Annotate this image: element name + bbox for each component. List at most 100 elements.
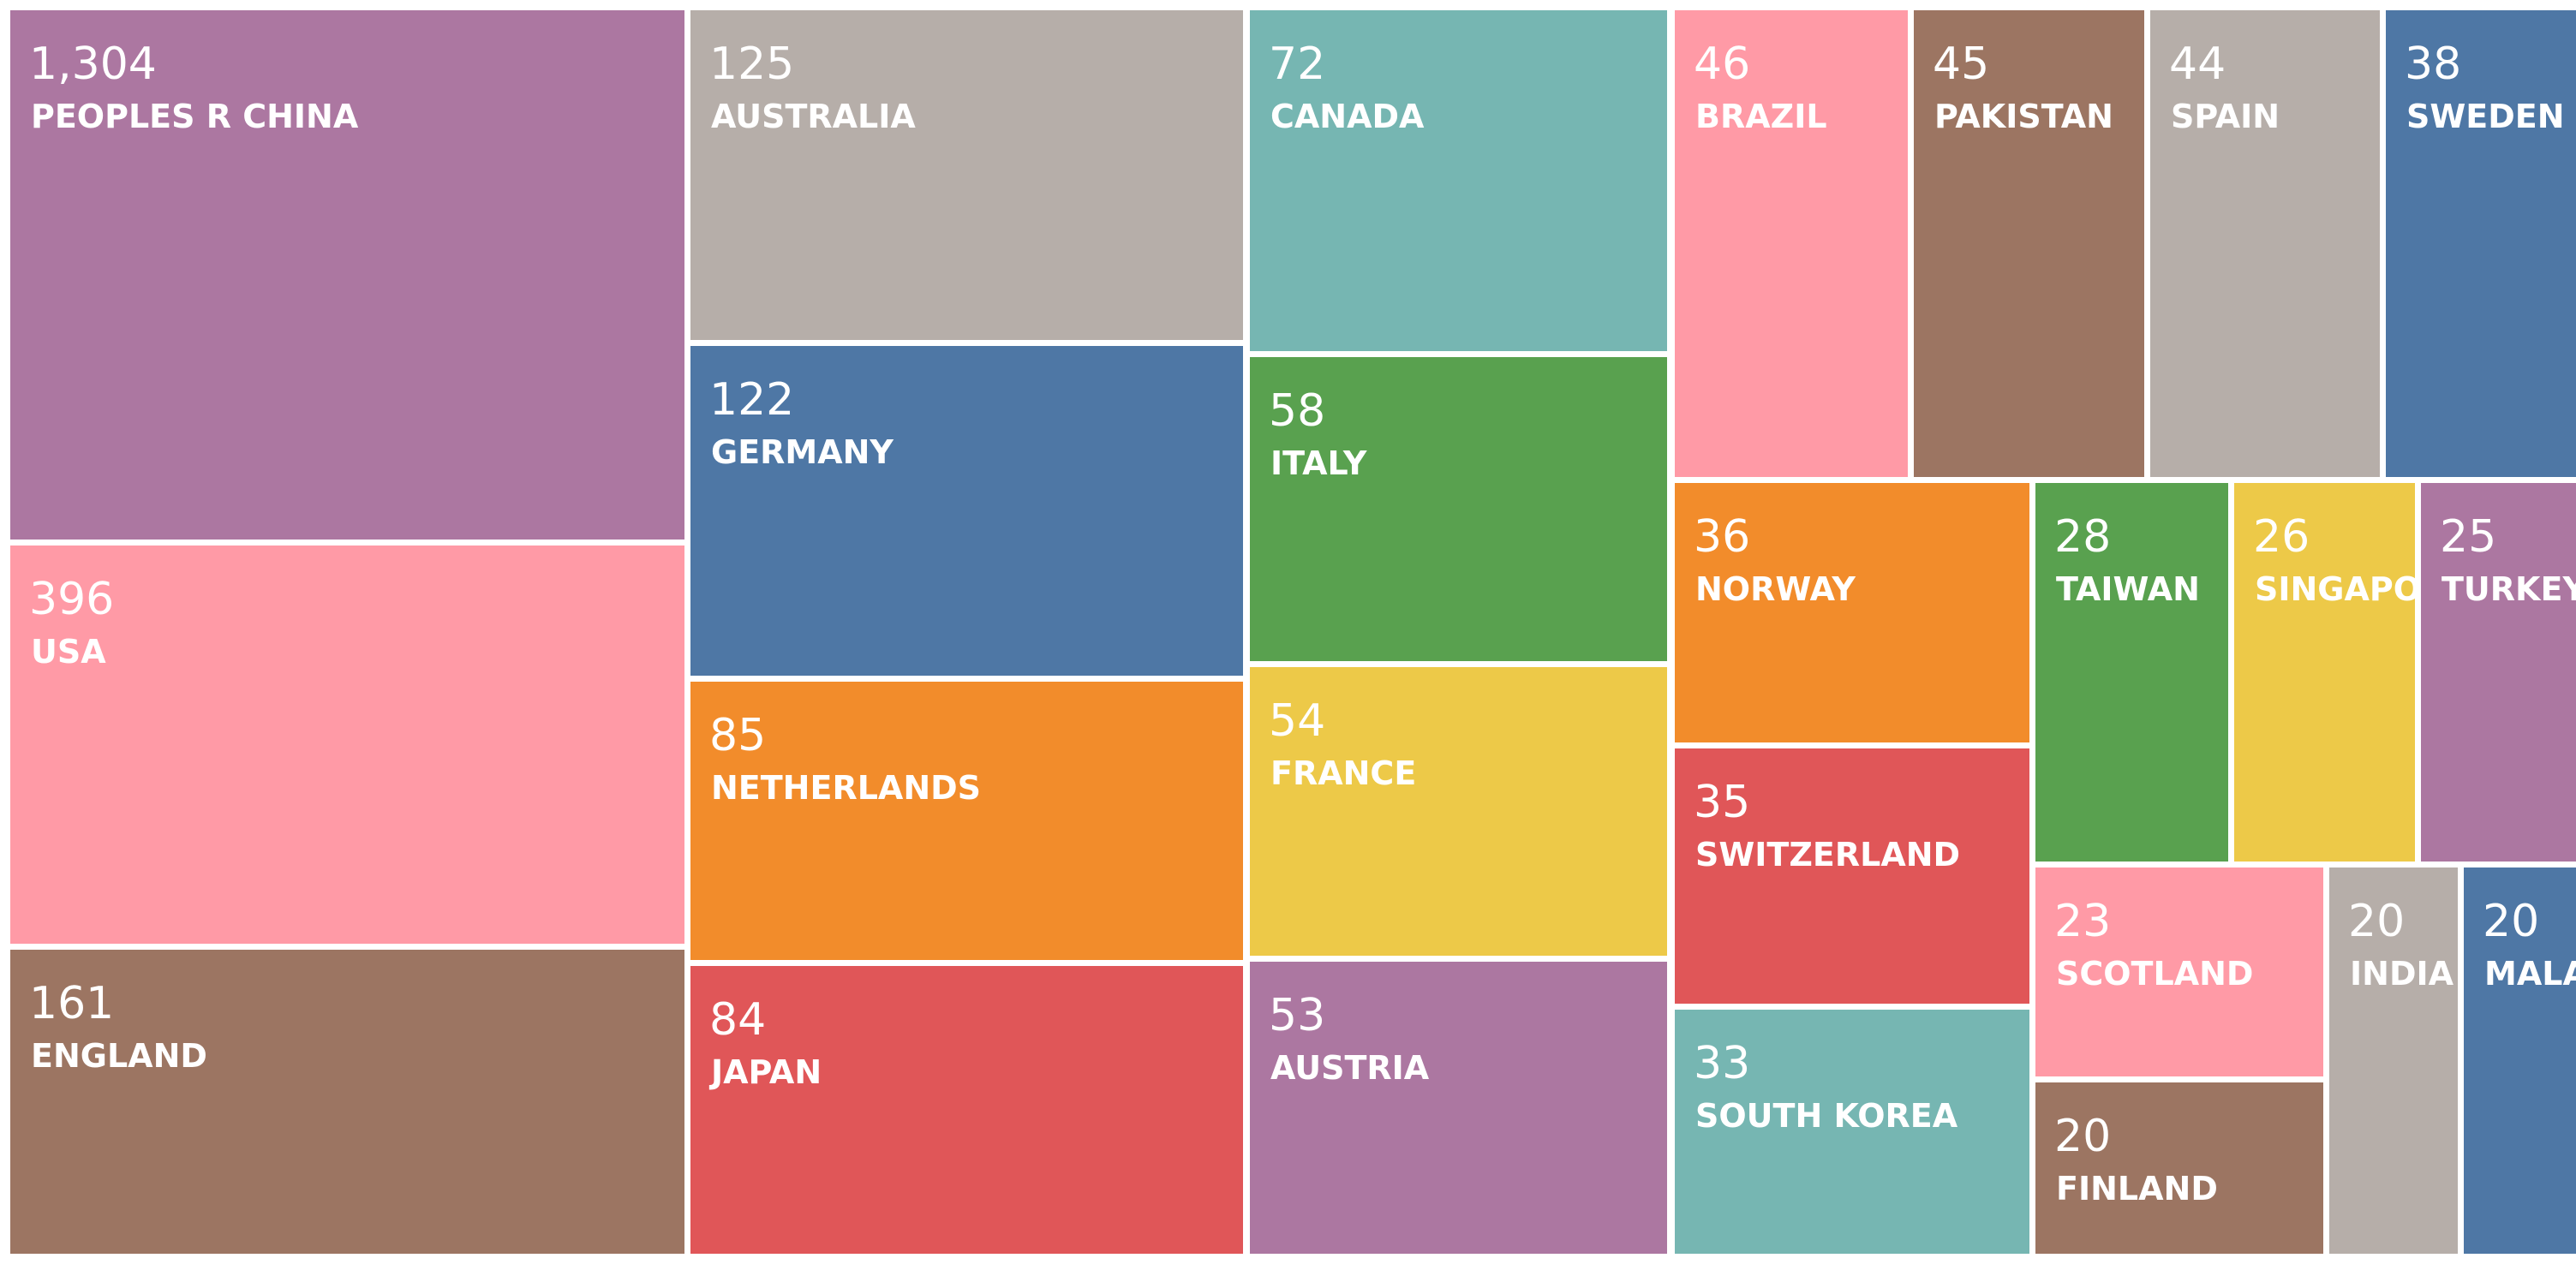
treemap-rect-turkey: [2421, 483, 2576, 862]
treemap-rect-taiwan: [2035, 483, 2228, 862]
treemap-rect-england: [10, 950, 684, 1254]
category-label-south-korea: SOUTH KOREA: [1695, 1097, 1958, 1135]
treemap-cell-spain: 44 SPAIN: [2150, 10, 2380, 477]
value-label-norway: 36: [1694, 511, 1750, 563]
treemap-rect-usa: [10, 546, 684, 944]
value-label-pakistan: 45: [1933, 39, 1989, 90]
category-label-brazil: BRAZIL: [1695, 98, 1827, 135]
category-label-taiwan: TAIWAN: [2056, 570, 2200, 608]
treemap-rect-spain: [2150, 10, 2380, 477]
treemap-rect-japan: [690, 966, 1243, 1254]
treemap-cell-canada: 72 CANADA: [1250, 10, 1667, 351]
value-label-france: 54: [1269, 695, 1325, 747]
treemap-cell-taiwan: 28 TAIWAN: [2035, 483, 2228, 862]
value-label-singapore: 26: [2253, 511, 2310, 563]
category-label-singapore: SINGAPORE: [2255, 570, 2468, 608]
category-label-switzerland: SWITZERLAND: [1695, 836, 1960, 873]
category-label-pakistan: PAKISTAN: [1934, 98, 2113, 135]
treemap-rect-pakistan: [1914, 10, 2144, 477]
treemap-rect-australia: [690, 10, 1243, 340]
value-label-switzerland: 35: [1694, 777, 1750, 828]
category-label-canada: CANADA: [1270, 98, 1425, 135]
value-label-india: 20: [2348, 896, 2405, 947]
category-label-sweden: SWEDEN: [2406, 98, 2565, 135]
treemap-cell-switzerland: 35 SWITZERLAND: [1675, 748, 2029, 1004]
category-label-netherlands: NETHERLANDS: [711, 769, 981, 807]
value-label-peoples-r-china: 1,304: [29, 39, 157, 90]
treemap-cell-australia: 125 AUSTRALIA: [690, 10, 1243, 340]
value-label-australia: 125: [709, 39, 794, 90]
treemap-rect-peoples-r-china: [10, 10, 684, 540]
value-label-japan: 84: [709, 994, 766, 1046]
value-label-usa: 396: [29, 574, 114, 625]
treemap-cell-sweden: 38 SWEDEN: [2386, 10, 2576, 477]
value-label-taiwan: 28: [2054, 511, 2111, 563]
category-label-norway: NORWAY: [1695, 570, 1856, 608]
value-label-canada: 72: [1269, 39, 1325, 90]
value-label-malaysia: 20: [2483, 896, 2539, 947]
value-label-italy: 58: [1269, 385, 1325, 437]
treemap-cell-netherlands: 85 NETHERLANDS: [690, 682, 1243, 960]
treemap-cell-austria: 53 AUSTRIA: [1250, 962, 1667, 1254]
treemap-cell-brazil: 46 BRAZIL: [1675, 10, 1908, 477]
treemap-rect-italy: [1250, 357, 1667, 661]
treemap-cell-turkey: 25 TURKEY: [2421, 483, 2576, 862]
category-label-peoples-r-china: PEOPLES R CHINA: [31, 98, 359, 135]
category-label-malaysia: MALAYSIA: [2484, 955, 2576, 993]
category-label-england: ENGLAND: [31, 1037, 207, 1075]
treemap-rect-switzerland: [1675, 748, 2029, 1004]
treemap-cell-italy: 58 ITALY: [1250, 357, 1667, 661]
treemap-cell-japan: 84 JAPAN: [690, 966, 1243, 1254]
category-label-australia: AUSTRALIA: [711, 98, 916, 135]
treemap-rect-india: [2329, 868, 2458, 1254]
category-label-turkey: TURKEY: [2442, 570, 2576, 608]
value-label-germany: 122: [709, 374, 794, 426]
treemap-rect-austria: [1250, 962, 1667, 1254]
treemap-cell-norway: 36 NORWAY: [1675, 483, 2029, 742]
category-label-austria: AUSTRIA: [1270, 1049, 1430, 1087]
treemap-rect-germany: [690, 346, 1243, 676]
value-label-finland: 20: [2054, 1111, 2111, 1162]
value-label-south-korea: 33: [1694, 1038, 1750, 1089]
category-label-italy: ITALY: [1270, 444, 1367, 482]
treemap-rect-scotland: [2035, 868, 2323, 1076]
treemap-cell-singapore: 26 SINGAPORE: [2234, 483, 2468, 862]
treemap-rect-norway: [1675, 483, 2029, 742]
treemap-rect-finland: [2035, 1082, 2323, 1254]
category-label-spain: SPAIN: [2171, 98, 2280, 135]
value-label-spain: 44: [2169, 39, 2226, 90]
value-label-turkey: 25: [2440, 511, 2496, 563]
category-label-usa: USA: [31, 633, 106, 671]
category-label-germany: GERMANY: [711, 433, 894, 471]
treemap-cell-pakistan: 45 PAKISTAN: [1914, 10, 2144, 477]
treemap-rect-france: [1250, 667, 1667, 956]
treemap-rect-canada: [1250, 10, 1667, 351]
treemap-rect-netherlands: [690, 682, 1243, 960]
category-label-india: INDIA: [2350, 955, 2454, 993]
treemap-rect-south-korea: [1675, 1010, 2029, 1254]
treemap-cell-england: 161 ENGLAND: [10, 950, 684, 1254]
treemap-cell-germany: 122 GERMANY: [690, 346, 1243, 676]
value-label-england: 161: [29, 978, 114, 1029]
treemap-rect-sweden: [2386, 10, 2576, 477]
treemap-cell-india: 20 INDIA: [2329, 868, 2458, 1254]
treemap-cell-france: 54 FRANCE: [1250, 667, 1667, 956]
value-label-sweden: 38: [2405, 39, 2461, 90]
treemap-cell-usa: 396 USA: [10, 546, 684, 944]
treemap-cell-peoples-r-china: 1,304 PEOPLES R CHINA: [10, 10, 684, 540]
value-label-netherlands: 85: [709, 710, 766, 761]
value-label-austria: 53: [1269, 990, 1325, 1041]
category-label-finland: FINLAND: [2056, 1170, 2218, 1207]
treemap-cell-south-korea: 33 SOUTH KOREA: [1675, 1010, 2029, 1254]
value-label-brazil: 46: [1694, 39, 1750, 90]
treemap-rect-brazil: [1675, 10, 1908, 477]
treemap-cell-scotland: 23 SCOTLAND: [2035, 868, 2323, 1076]
treemap-rect-singapore: [2234, 483, 2415, 862]
value-label-scotland: 23: [2054, 896, 2111, 947]
treemap-cell-finland: 20 FINLAND: [2035, 1082, 2323, 1254]
category-label-scotland: SCOTLAND: [2056, 955, 2253, 993]
treemap-cell-malaysia: 20 MALAYSIA: [2464, 868, 2576, 1254]
category-label-france: FRANCE: [1270, 754, 1416, 792]
category-label-japan: JAPAN: [708, 1053, 822, 1091]
